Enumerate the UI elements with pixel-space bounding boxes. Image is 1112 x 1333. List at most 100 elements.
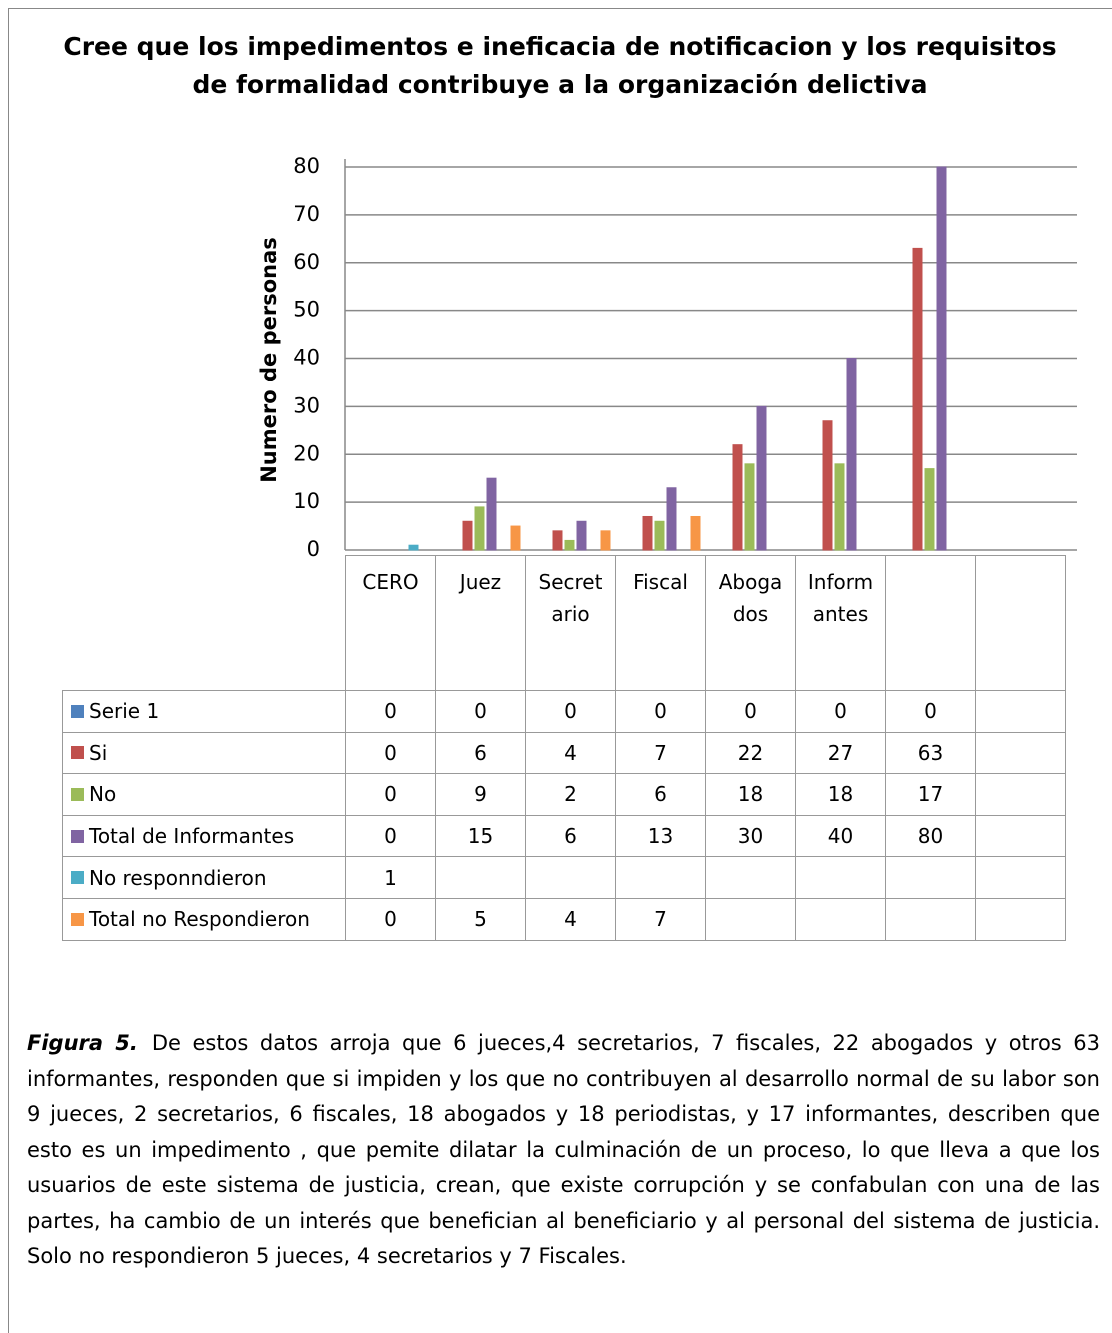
y-tick-label: 50 bbox=[293, 298, 320, 322]
data-label: 17 bbox=[885, 773, 976, 816]
table-cell bbox=[975, 690, 1066, 733]
y-tick-label: 0 bbox=[307, 537, 320, 561]
x-tick-label: Fiscal bbox=[615, 555, 706, 691]
bar bbox=[732, 444, 743, 551]
table-cell bbox=[975, 856, 1066, 899]
data-label: 0 bbox=[345, 773, 436, 816]
y-tick-label: 20 bbox=[293, 441, 320, 465]
legend-swatch bbox=[71, 829, 84, 843]
data-label: 0 bbox=[345, 898, 436, 941]
bar bbox=[666, 487, 677, 551]
legend-label: Serie 1 bbox=[89, 699, 160, 724]
table-cell bbox=[795, 856, 886, 899]
data-label: 0 bbox=[435, 690, 526, 733]
x-tick-label: Juez bbox=[435, 555, 526, 691]
table-cell bbox=[975, 898, 1066, 941]
table-cell bbox=[615, 856, 706, 899]
table-cell bbox=[435, 856, 526, 899]
data-label: 2 bbox=[525, 773, 616, 816]
data-label: 7 bbox=[615, 898, 706, 941]
chart-title: Cree que los impedimentos e ineficacia d… bbox=[63, 32, 1057, 99]
bar bbox=[846, 358, 857, 551]
bar bbox=[576, 520, 587, 551]
bar bbox=[600, 530, 611, 551]
data-label: 0 bbox=[615, 690, 706, 733]
data-label: 80 bbox=[885, 814, 976, 858]
x-tick-label bbox=[885, 555, 976, 691]
legend-swatch bbox=[71, 787, 84, 801]
bar bbox=[912, 247, 923, 551]
data-label: 9 bbox=[435, 773, 526, 816]
bar bbox=[510, 525, 521, 551]
x-tick-label: CERO bbox=[345, 555, 436, 691]
data-label: 30 bbox=[705, 814, 796, 858]
data-label: 0 bbox=[345, 690, 436, 733]
data-label: 0 bbox=[525, 690, 616, 733]
legend-entry: Serie 1 bbox=[62, 690, 346, 733]
legend-entry: Total no Respondieron bbox=[62, 898, 346, 941]
data-label: 6 bbox=[615, 773, 706, 816]
data-label: 5 bbox=[435, 898, 526, 941]
data-label: 27 bbox=[795, 731, 886, 775]
bar bbox=[564, 539, 575, 551]
data-label: 0 bbox=[885, 690, 976, 733]
legend-entry: Total de Informantes bbox=[62, 814, 346, 858]
data-label: 15 bbox=[435, 814, 526, 858]
y-tick-label: 10 bbox=[293, 489, 320, 513]
bar bbox=[654, 520, 665, 551]
table-cell bbox=[975, 773, 1066, 816]
legend-swatch bbox=[71, 912, 84, 926]
table-cell bbox=[705, 898, 796, 941]
legend-swatch bbox=[71, 871, 84, 885]
caption: Figura 5. De estos datos arroja que 6 jue… bbox=[27, 1026, 1100, 1275]
bar bbox=[924, 468, 935, 551]
bar bbox=[474, 506, 485, 551]
x-tick-label: Secretario bbox=[525, 555, 616, 691]
data-label: 40 bbox=[795, 814, 886, 858]
legend-entry: No bbox=[62, 773, 346, 816]
data-label: 18 bbox=[795, 773, 886, 816]
bar bbox=[486, 477, 497, 551]
legend-label: Si bbox=[89, 740, 108, 765]
data-label: 13 bbox=[615, 814, 706, 858]
x-tick-label bbox=[975, 555, 1066, 691]
data-label: 4 bbox=[525, 898, 616, 941]
data-label: 1 bbox=[345, 856, 436, 899]
y-axis-label: Numero de personas bbox=[257, 237, 281, 483]
x-tick-label: Abogados bbox=[705, 555, 796, 691]
table-cell bbox=[885, 856, 976, 899]
table-cell bbox=[975, 731, 1066, 775]
legend-swatch bbox=[71, 704, 84, 718]
legend-swatch bbox=[71, 746, 84, 760]
bar bbox=[462, 520, 473, 551]
legend-entry: No responndieron bbox=[62, 856, 346, 899]
data-label: 0 bbox=[705, 690, 796, 733]
legend-entry: Si bbox=[62, 731, 346, 775]
data-label: 0 bbox=[345, 731, 436, 775]
bar bbox=[552, 530, 563, 551]
y-tick-label: 40 bbox=[293, 346, 320, 370]
legend-label: No bbox=[89, 782, 117, 807]
y-tick-label: 80 bbox=[293, 154, 320, 178]
table-cell bbox=[975, 814, 1066, 858]
legend-label: Total no Respondieron bbox=[89, 907, 310, 932]
table-cell bbox=[705, 856, 796, 899]
data-label: 4 bbox=[525, 731, 616, 775]
bar bbox=[642, 515, 653, 551]
frame bbox=[8, 8, 1112, 1333]
table-cell bbox=[525, 856, 616, 899]
data-label: 6 bbox=[525, 814, 616, 858]
bar bbox=[408, 544, 419, 551]
bar bbox=[822, 420, 833, 551]
y-tick-label: 60 bbox=[293, 250, 320, 274]
data-label: 18 bbox=[705, 773, 796, 816]
legend-label: No responndieron bbox=[89, 865, 267, 890]
x-tick-label: Informantes bbox=[795, 555, 886, 691]
caption-text: De estos datos arroja que 6 jueces,4 sec… bbox=[27, 1031, 1100, 1268]
data-label: 22 bbox=[705, 731, 796, 775]
bar bbox=[744, 463, 755, 551]
y-tick-label: 30 bbox=[293, 393, 320, 417]
data-label: 0 bbox=[345, 814, 436, 858]
